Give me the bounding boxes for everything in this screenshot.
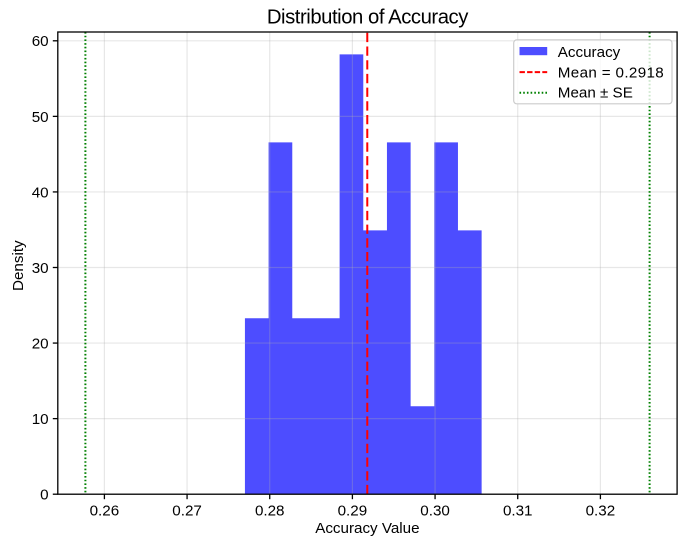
svg-text:0: 0 [40, 487, 48, 504]
svg-text:20: 20 [32, 335, 49, 352]
svg-text:60: 60 [32, 33, 49, 50]
svg-text:0.29: 0.29 [338, 502, 368, 519]
svg-text:0.26: 0.26 [90, 502, 120, 519]
svg-text:0.27: 0.27 [172, 502, 202, 519]
svg-text:0.30: 0.30 [420, 502, 450, 519]
svg-text:Accuracy: Accuracy [558, 44, 621, 61]
svg-text:Accuracy Value: Accuracy Value [315, 520, 419, 537]
svg-text:10: 10 [32, 411, 49, 428]
svg-text:Mean ± SE: Mean ± SE [558, 85, 633, 102]
svg-text:Mean = 0.2918: Mean = 0.2918 [558, 64, 664, 81]
svg-text:Distribution of Accuracy: Distribution of Accuracy [267, 6, 469, 28]
svg-text:30: 30 [32, 260, 49, 277]
svg-text:0.28: 0.28 [255, 502, 285, 519]
svg-text:40: 40 [32, 184, 49, 201]
svg-text:0.31: 0.31 [503, 502, 533, 519]
svg-text:0.32: 0.32 [586, 502, 616, 519]
svg-text:Density: Density [10, 240, 27, 291]
svg-text:50: 50 [32, 109, 49, 126]
